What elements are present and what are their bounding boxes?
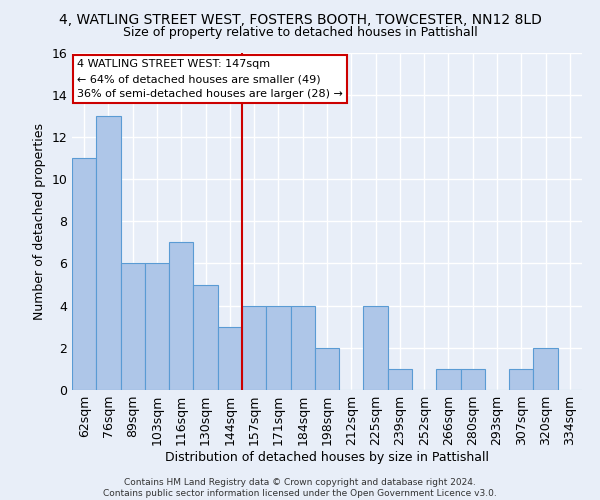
- Bar: [461, 369, 485, 390]
- Bar: [533, 348, 558, 390]
- Bar: [121, 264, 145, 390]
- Bar: [290, 306, 315, 390]
- X-axis label: Distribution of detached houses by size in Pattishall: Distribution of detached houses by size …: [165, 451, 489, 464]
- Text: 4 WATLING STREET WEST: 147sqm
← 64% of detached houses are smaller (49)
36% of s: 4 WATLING STREET WEST: 147sqm ← 64% of d…: [77, 59, 343, 99]
- Bar: [72, 158, 96, 390]
- Y-axis label: Number of detached properties: Number of detached properties: [33, 122, 46, 320]
- Bar: [145, 264, 169, 390]
- Bar: [315, 348, 339, 390]
- Bar: [169, 242, 193, 390]
- Text: 4, WATLING STREET WEST, FOSTERS BOOTH, TOWCESTER, NN12 8LD: 4, WATLING STREET WEST, FOSTERS BOOTH, T…: [59, 12, 541, 26]
- Bar: [364, 306, 388, 390]
- Bar: [509, 369, 533, 390]
- Bar: [242, 306, 266, 390]
- Bar: [96, 116, 121, 390]
- Text: Size of property relative to detached houses in Pattishall: Size of property relative to detached ho…: [122, 26, 478, 39]
- Text: Contains HM Land Registry data © Crown copyright and database right 2024.
Contai: Contains HM Land Registry data © Crown c…: [103, 478, 497, 498]
- Bar: [388, 369, 412, 390]
- Bar: [193, 284, 218, 390]
- Bar: [218, 326, 242, 390]
- Bar: [266, 306, 290, 390]
- Bar: [436, 369, 461, 390]
